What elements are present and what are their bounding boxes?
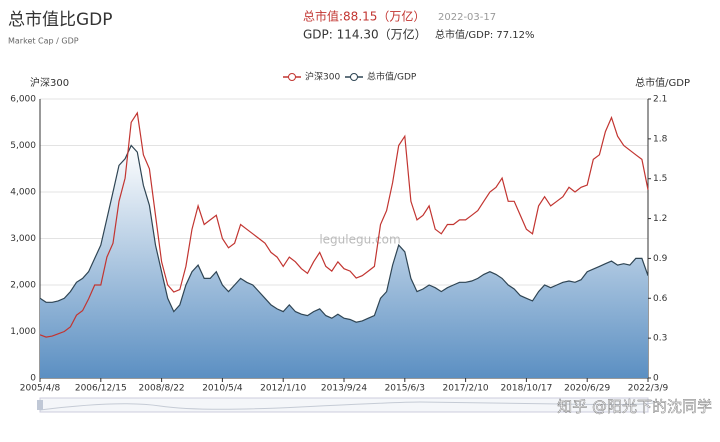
y2-tick-label: 0.6 [653,294,668,304]
y2-tick-label: 1.8 [653,134,668,144]
x-tick-label: 2006/12/15 [75,384,127,394]
y-tick-label: 6,000 [10,95,36,105]
subtitle: Market Cap / GDP [8,37,79,46]
y2-tick-label: 1.2 [653,214,667,224]
y2-tick-label: 0.9 [653,254,668,264]
x-tick-label: 2018/10/17 [500,384,552,394]
gdp: GDP: 114.30（万亿） [303,27,427,42]
zoom-handle[interactable] [37,400,43,410]
watermark: legulegu.com [319,233,400,247]
x-tick-label: 2010/5/4 [202,384,243,394]
date: 2022-03-17 [438,12,496,23]
legend-label: 总市值/GDP [367,71,417,83]
y2-tick-label: 1.5 [653,174,667,184]
market-cap: 总市值:88.15（万亿） [303,9,425,24]
y2-tick-label: 0 [653,374,659,384]
x-tick-label: 2017/2/10 [443,384,489,394]
x-tick-label: 2013/9/24 [321,384,367,394]
y-tick-label: 1,000 [10,327,36,337]
x-tick-label: 2012/1/10 [260,384,306,394]
x-tick-label: 2015/6/3 [385,384,425,394]
x-tick-label: 2022/3/9 [628,384,669,394]
y-axis-title: 沪深300 [30,76,69,89]
y-tick-label: 5,000 [10,141,36,151]
y-tick-label: 3,000 [10,234,36,244]
ratio: 总市值/GDP: 77.12% [435,28,535,41]
legend: 沪深300 总市值/GDP [283,71,417,83]
y2-tick-label: 0.3 [653,334,667,344]
line [39,144,649,323]
title: 总市值比GDP [8,10,113,30]
area [40,145,648,378]
y-tick-label: 2,000 [10,281,36,291]
x-tick-label: 2008/8/22 [139,384,185,394]
line [39,111,649,338]
y-tick-label: 4,000 [10,188,36,198]
legend-marker [350,73,358,81]
y2-axis-title: 总市值/GDP [635,76,690,89]
y-tick-label: 0 [30,374,36,384]
y2-tick-label: 2.1 [653,95,667,105]
x-tick-label: 2020/6/29 [564,384,610,394]
x-tick-label: 2005/4/8 [20,384,61,394]
legend-marker [288,73,296,81]
legend-label: 沪深300 [305,71,340,83]
author-watermark: 知乎 @阳光下的沈同学 [557,398,712,416]
zoom-preview [39,399,655,411]
